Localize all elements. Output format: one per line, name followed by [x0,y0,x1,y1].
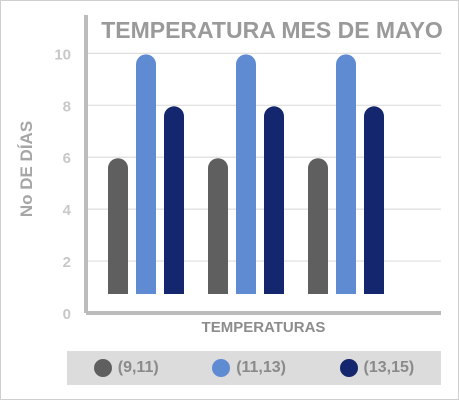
x-axis-label: TEMPERATURAS [201,319,326,336]
bar-base-series-3-group-3 [364,284,384,294]
y-axis-label: No DE DÍAS [17,120,36,218]
bar-series-2-group-2 [236,54,256,295]
bar-base-series-1-group-2 [208,284,228,294]
bar-base-series-1-group-3 [308,284,328,294]
bar-base-series-2-group-1 [136,284,156,294]
y-tick-label: 8 [63,98,71,115]
bar-series-1-group-3 [308,158,328,294]
bars [108,54,384,295]
bar-series-3-group-2 [264,106,284,294]
y-tick-label: 2 [63,254,71,271]
y-tick-label: 0 [63,306,71,323]
bar-series-3-group-3 [364,106,384,294]
y-tick-label: 6 [63,150,71,167]
bar-series-2-group-1 [136,54,156,295]
legend-item-series-1: (9,11) [93,359,159,377]
bar-base-series-2-group-2 [236,284,256,294]
legend-swatch-series-1 [93,359,112,377]
legend-label-series-2: (11,13) [236,359,286,376]
y-tick-labels: 0 2 4 6 8 10 [54,46,71,323]
legend-swatch-series-2 [212,359,231,377]
legend-label-series-3: (13,15) [363,359,415,376]
legend-label-series-1: (9,11) [117,359,159,376]
bar-series-1-group-2 [208,158,228,294]
legend-swatch-series-3 [339,359,358,377]
bar-base-series-3-group-2 [264,284,284,294]
bar-series-2-group-3 [336,54,356,295]
y-tick-label: 10 [54,46,71,63]
bar-base-series-3-group-1 [164,284,184,294]
legend: (9,11) (11,13) (13,15) [67,351,441,385]
axes [84,15,441,315]
chart-title: TEMPERATURA MES DE MAYO [96,15,448,45]
legend-item-series-2: (11,13) [212,359,286,377]
legend-item-series-3: (13,15) [339,359,415,377]
bar-series-1-group-1 [108,158,128,294]
bar-base-series-2-group-3 [336,284,356,294]
bar-series-3-group-1 [164,106,184,294]
bar-base-series-1-group-1 [108,284,128,294]
y-tick-label: 4 [63,202,72,219]
